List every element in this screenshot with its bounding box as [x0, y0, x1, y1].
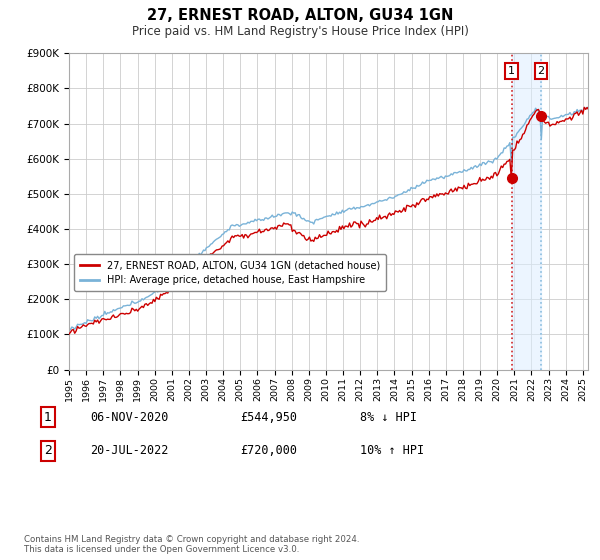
Text: 2: 2 — [538, 66, 544, 76]
Text: Price paid vs. HM Land Registry's House Price Index (HPI): Price paid vs. HM Land Registry's House … — [131, 25, 469, 38]
Text: Contains HM Land Registry data © Crown copyright and database right 2024.
This d: Contains HM Land Registry data © Crown c… — [24, 535, 359, 554]
Text: 2: 2 — [44, 444, 52, 458]
Text: 1: 1 — [44, 410, 52, 424]
Text: 10% ↑ HPI: 10% ↑ HPI — [360, 444, 424, 458]
Text: 8% ↓ HPI: 8% ↓ HPI — [360, 410, 417, 424]
Legend: 27, ERNEST ROAD, ALTON, GU34 1GN (detached house), HPI: Average price, detached : 27, ERNEST ROAD, ALTON, GU34 1GN (detach… — [74, 254, 386, 291]
Text: £720,000: £720,000 — [240, 444, 297, 458]
Text: 06-NOV-2020: 06-NOV-2020 — [90, 410, 169, 424]
Text: £544,950: £544,950 — [240, 410, 297, 424]
Text: 20-JUL-2022: 20-JUL-2022 — [90, 444, 169, 458]
Bar — [512, 53, 541, 370]
Text: 27, ERNEST ROAD, ALTON, GU34 1GN: 27, ERNEST ROAD, ALTON, GU34 1GN — [147, 8, 453, 24]
Text: 1: 1 — [508, 66, 515, 76]
